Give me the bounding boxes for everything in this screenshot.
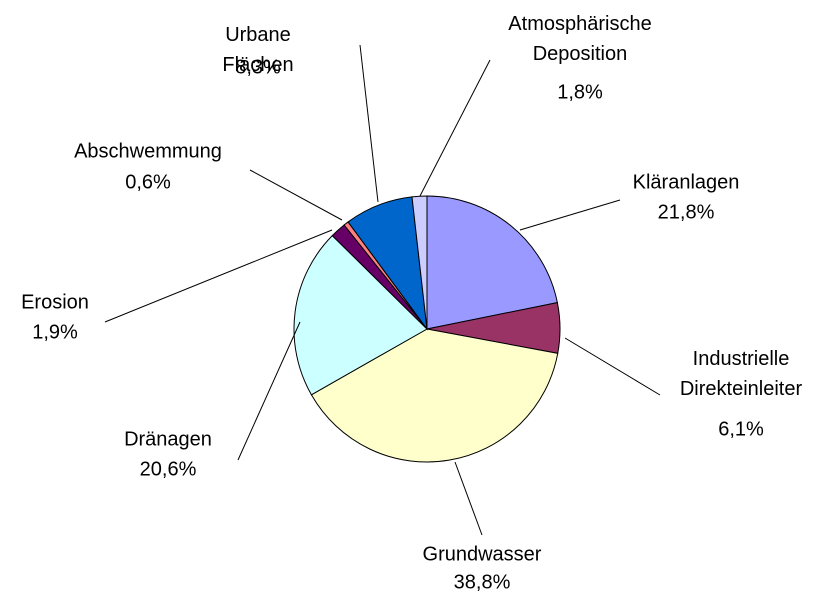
slice-label: Grundwasser xyxy=(423,543,542,565)
slice-value-label: 1,8% xyxy=(557,81,603,103)
leader-line xyxy=(519,199,621,231)
leader-line xyxy=(237,321,301,461)
slice-label: Atmosphärische Deposition xyxy=(508,13,651,65)
slice-value-label: 1,9% xyxy=(32,321,78,343)
pie-slice xyxy=(411,195,428,330)
slice-value-label: 6,1% xyxy=(718,418,764,440)
leader-line xyxy=(359,44,379,203)
slice-label: Kläranlagen xyxy=(633,171,740,193)
slice-value-label: 0,6% xyxy=(125,171,171,193)
leader-line xyxy=(419,59,491,197)
slice-label: Abschwemmung xyxy=(74,140,222,162)
leader-line xyxy=(454,461,483,536)
slice-value-label: 21,8% xyxy=(658,201,715,223)
slice-label: Industrielle Direkteinleiter xyxy=(680,348,803,400)
slice-value-label: 38,8% xyxy=(454,571,511,593)
leader-line xyxy=(104,229,333,323)
pie-slice xyxy=(426,195,558,330)
slice-value-label: 8,3% xyxy=(235,56,281,78)
leader-line xyxy=(249,169,343,221)
slice-label: Erosion xyxy=(21,291,89,313)
slice-label: Urbane Flächen xyxy=(222,24,293,76)
leader-line xyxy=(564,337,661,396)
slice-label: Dränagen xyxy=(124,428,212,450)
pie-slice xyxy=(310,328,559,463)
slice-value-label: 20,6% xyxy=(140,458,197,480)
pie-slice xyxy=(293,234,428,396)
